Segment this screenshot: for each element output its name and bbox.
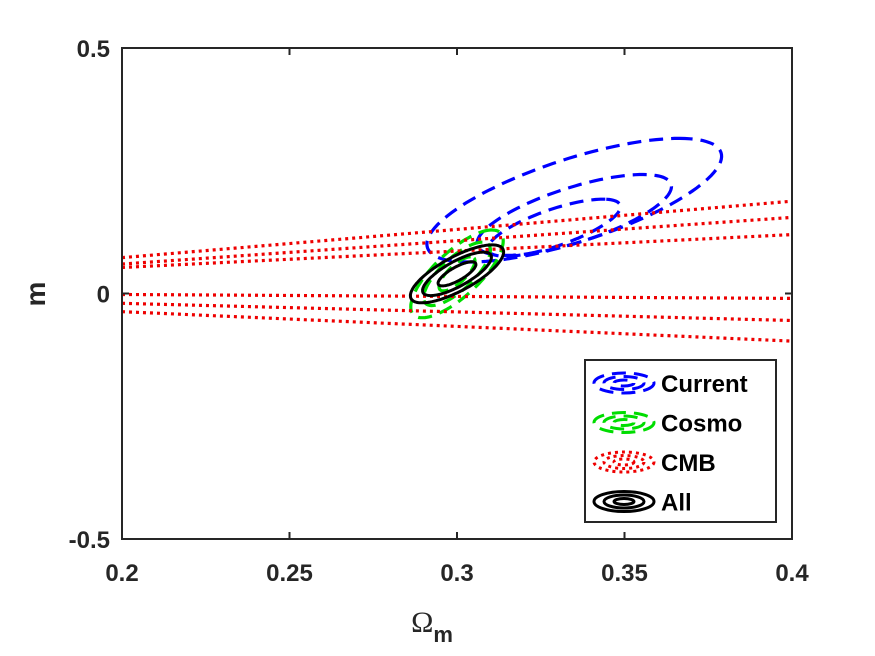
legend-swatch-cmb — [612, 457, 636, 467]
legend-swatch-cosmo — [612, 418, 636, 427]
current-contour-3 — [425, 136, 724, 264]
legend-item-cosmo: Cosmo — [592, 411, 742, 438]
legend-swatch-cmb — [602, 454, 646, 470]
all-contour-1 — [436, 260, 478, 288]
legend-swatch-current — [612, 378, 636, 388]
cosmo-contour-1 — [437, 255, 477, 293]
current-contour-1 — [486, 197, 623, 258]
legend: Current Cosmo CMB All — [584, 359, 777, 523]
legend-label-cmb: CMB — [661, 450, 716, 477]
x-tick-label: 0.2 — [105, 560, 138, 587]
legend-item-cmb: CMB — [592, 450, 716, 477]
tick-layer: 0.2 0.25 0.3 0.35 0.4 0.5 0 -0.5 — [69, 36, 810, 587]
y-tick-label: 0.5 — [77, 36, 110, 63]
x-axis-label-main: Ω — [411, 606, 433, 639]
y-axis-label: m — [20, 282, 51, 307]
legend-swatch-all — [612, 497, 636, 506]
legend-swatch-cmb — [592, 450, 656, 474]
y-tick-label: 0 — [97, 282, 110, 309]
cosmo-contour-3 — [409, 228, 505, 320]
legend-label-current: Current — [661, 371, 748, 398]
cmb-band-line-3 — [122, 199, 792, 260]
x-axis-label: Ωm — [411, 606, 453, 647]
x-tick-label: 0.3 — [440, 560, 473, 587]
legend-swatch-current — [592, 371, 656, 395]
legend-swatch-cosmo — [602, 414, 646, 431]
x-tick-label: 0.35 — [601, 560, 648, 587]
legend-item-current: Current — [592, 371, 748, 398]
series-layer — [122, 136, 792, 343]
all-contour-2 — [421, 250, 493, 298]
legend-swatch-all — [602, 493, 646, 510]
x-tick-label: 0.4 — [775, 560, 809, 587]
x-tick-label: 0.25 — [266, 560, 313, 587]
legend-label-cosmo: Cosmo — [661, 411, 742, 438]
legend-swatch-cosmo — [592, 411, 656, 434]
all-contour-3 — [408, 243, 506, 305]
series-current — [425, 136, 724, 264]
series-cmb — [122, 199, 792, 343]
legend-item-all: All — [592, 490, 692, 517]
y-tick-label: -0.5 — [69, 527, 110, 554]
series-all — [408, 243, 506, 305]
x-axis-label-subscript: m — [433, 622, 453, 647]
current-contour-2 — [475, 172, 674, 258]
legend-label-all: All — [661, 490, 692, 517]
legend-swatch-all — [592, 490, 656, 513]
legend-swatch-current — [602, 375, 646, 391]
